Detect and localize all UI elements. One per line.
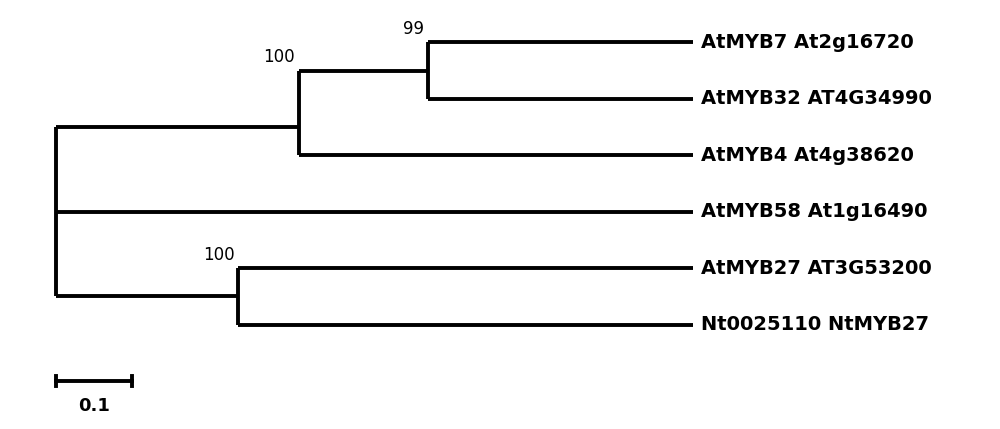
Text: 100: 100 — [263, 48, 295, 66]
Text: 100: 100 — [203, 246, 234, 263]
Text: AtMYB27 AT3G53200: AtMYB27 AT3G53200 — [701, 259, 932, 278]
Text: AtMYB7 At2g16720: AtMYB7 At2g16720 — [701, 33, 914, 52]
Text: AtMYB58 At1g16490: AtMYB58 At1g16490 — [701, 202, 928, 221]
Text: Nt0025110 NtMYB27: Nt0025110 NtMYB27 — [701, 315, 929, 334]
Text: AtMYB32 AT4G34990: AtMYB32 AT4G34990 — [701, 89, 932, 108]
Text: AtMYB4 At4g38620: AtMYB4 At4g38620 — [701, 146, 914, 165]
Text: 0.1: 0.1 — [78, 397, 110, 415]
Text: 99: 99 — [403, 20, 424, 38]
